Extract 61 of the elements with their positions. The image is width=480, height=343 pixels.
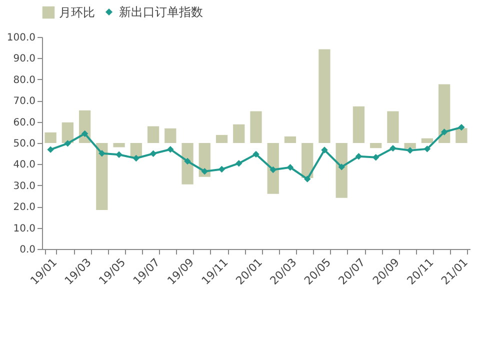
point	[98, 150, 106, 157]
y-tick-label: 70.0	[13, 96, 36, 108]
bar	[250, 111, 262, 143]
bar	[302, 143, 314, 178]
y-tick-label: 20.0	[13, 202, 36, 214]
point	[355, 153, 362, 160]
bar	[216, 134, 228, 143]
bar	[456, 128, 468, 143]
point	[321, 146, 328, 154]
point	[167, 146, 174, 153]
y-tick-label: 90.0	[13, 54, 36, 65]
point	[390, 144, 396, 152]
point	[116, 151, 122, 158]
bar	[284, 136, 296, 143]
point	[218, 166, 226, 173]
legend-label: 新出口订单指数	[119, 5, 203, 19]
point	[424, 146, 431, 152]
point	[372, 154, 380, 161]
bar	[164, 128, 176, 143]
point	[338, 164, 345, 170]
y-tick-label: 60.0	[13, 117, 36, 128]
bar	[147, 126, 160, 143]
bar	[387, 111, 399, 143]
bar	[62, 122, 74, 143]
point	[304, 176, 311, 182]
bar	[44, 132, 56, 143]
point	[406, 147, 414, 154]
bar	[267, 143, 279, 194]
point	[440, 128, 448, 136]
y-tick-label: 50.0	[13, 138, 36, 150]
legend-label: 月环比	[59, 6, 95, 20]
point	[236, 160, 242, 167]
y-tick-label: 0.0	[20, 244, 36, 256]
bar	[182, 143, 194, 184]
y-tick-label: 40.0	[13, 160, 36, 171]
bar	[198, 143, 210, 177]
point	[150, 150, 157, 157]
y-tick-label: 100.0	[6, 32, 36, 44]
point	[184, 158, 191, 165]
bar	[370, 143, 382, 148]
point	[252, 150, 260, 158]
bar	[421, 138, 434, 143]
point	[47, 146, 54, 153]
bar	[113, 143, 125, 148]
point	[286, 164, 294, 171]
point	[270, 166, 276, 174]
y-tick-label: 30.0	[13, 180, 36, 192]
bar	[318, 49, 330, 143]
point	[132, 154, 140, 162]
bar	[352, 106, 365, 143]
point	[458, 124, 465, 131]
y-tick-label: 80.0	[13, 74, 36, 86]
point	[81, 130, 88, 138]
bar	[438, 84, 450, 143]
point	[201, 168, 208, 175]
bar	[233, 124, 245, 143]
bar	[96, 143, 108, 210]
y-tick-label: 10.0	[13, 223, 36, 234]
bar	[404, 143, 416, 149]
point	[64, 140, 72, 147]
bar	[336, 143, 348, 198]
